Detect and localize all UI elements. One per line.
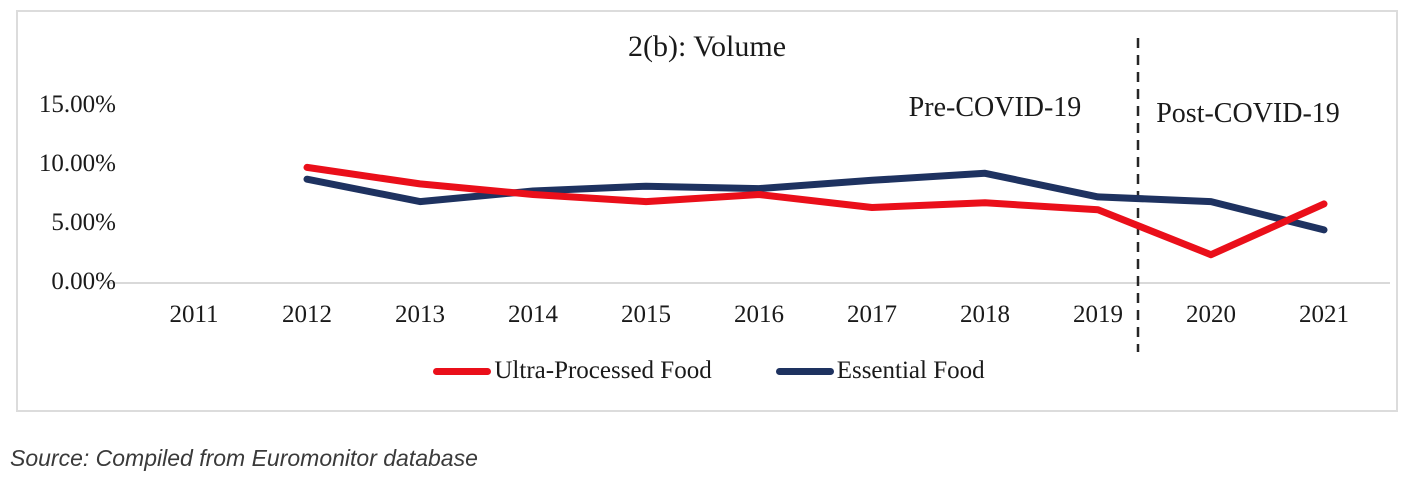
chart-container [16,10,1398,412]
legend-item-essential-food: Essential Food [775,357,985,385]
legend-label: Essential Food [836,357,985,384]
x-axis-tick-label: 2012 [282,301,332,328]
x-axis-tick-label: 2018 [960,301,1010,328]
x-axis-tick-label: 2013 [395,301,445,328]
y-axis-tick-label: 5.00% [51,209,116,236]
y-axis-tick-label: 0.00% [51,268,116,295]
essential-food-line-swatch [775,367,834,375]
post-covid-label: Post-COVID-19 [1156,98,1340,129]
x-axis-tick-label: 2016 [734,301,784,328]
x-axis-tick-label: 2011 [169,301,219,328]
ultra-processed-food-line-swatch [433,367,492,375]
pre-covid-label: Pre-COVID-19 [908,92,1082,123]
chart-title: 2(b): Volume [627,30,787,63]
chart-legend: Ultra-Processed Food Essential Food [0,357,1418,385]
x-axis-tick-label: 2014 [508,301,558,328]
source-note: Source: Compiled from Euromonitor databa… [10,445,478,471]
y-axis-tick-label: 10.00% [38,150,116,177]
legend-item-ultra-processed-food: Ultra-Processed Food [433,357,712,385]
x-axis-tick-label: 2017 [847,301,897,328]
x-axis-tick-label: 2021 [1299,301,1349,328]
x-axis-tick-label: 2015 [621,301,671,328]
y-axis-tick-label: 15.00% [38,91,116,118]
x-axis-tick-label: 2020 [1186,301,1236,328]
legend-label: Ultra-Processed Food [494,357,712,384]
x-axis-tick-label: 2019 [1073,301,1123,328]
